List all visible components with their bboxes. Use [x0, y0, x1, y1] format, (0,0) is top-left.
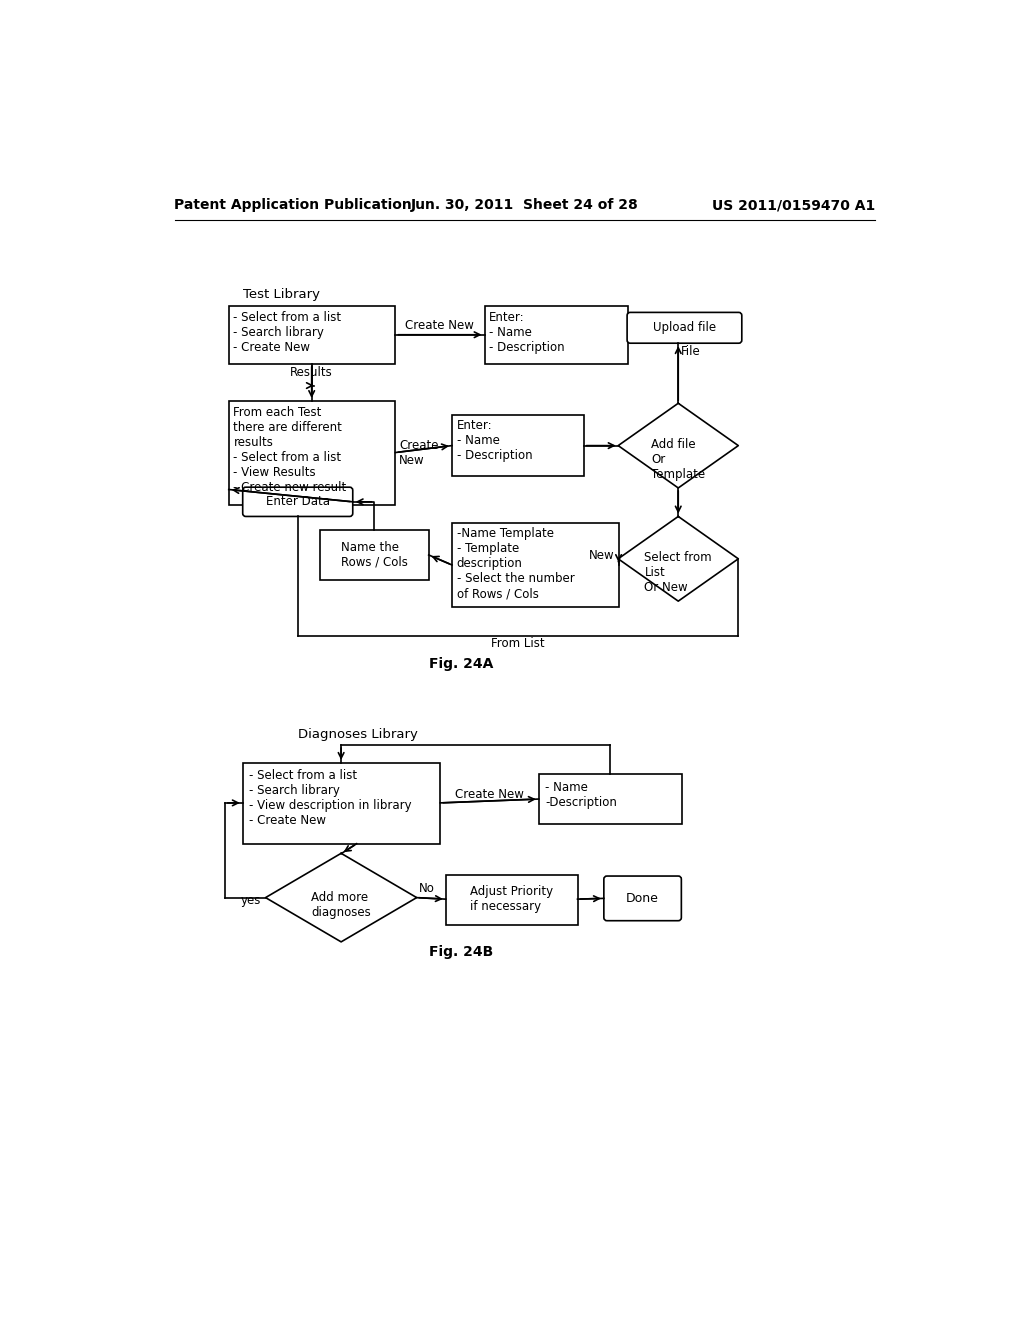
Text: From List: From List [492, 638, 545, 651]
Text: Fig. 24A: Fig. 24A [429, 657, 494, 672]
Text: Select from
List
Or New: Select from List Or New [644, 552, 712, 594]
Bar [539, 775, 682, 825]
Bar [243, 763, 440, 843]
Text: Enter:
- Name
- Description: Enter: - Name - Description [489, 312, 565, 354]
Text: - Select from a list
- Search library
- Create New: - Select from a list - Search library - … [233, 312, 342, 354]
Text: - Name
-Description: - Name -Description [545, 780, 616, 809]
FancyBboxPatch shape [243, 487, 352, 516]
Bar [452, 523, 618, 607]
Bar [228, 401, 395, 506]
Text: US 2011/0159470 A1: US 2011/0159470 A1 [712, 198, 876, 213]
Bar [228, 306, 395, 364]
Text: From each Test
there are different
results
- Select from a list
- View Results
-: From each Test there are different resul… [233, 405, 347, 494]
Text: Name the
Rows / Cols: Name the Rows / Cols [341, 541, 408, 569]
Text: Diagnoses Library: Diagnoses Library [299, 729, 419, 742]
Text: Test Library: Test Library [243, 288, 319, 301]
Bar [484, 306, 628, 364]
Text: Create New: Create New [455, 788, 523, 800]
Text: Adjust Priority
if necessary: Adjust Priority if necessary [470, 886, 553, 913]
Text: Results: Results [290, 367, 333, 379]
Bar [445, 874, 578, 924]
Text: Patent Application Publication: Patent Application Publication [174, 198, 413, 213]
Bar [321, 531, 429, 581]
Text: Create New: Create New [406, 319, 474, 333]
Text: Add file
Or
Template: Add file Or Template [651, 438, 706, 480]
FancyBboxPatch shape [627, 313, 741, 343]
Text: Done: Done [626, 892, 659, 906]
Text: No: No [419, 882, 434, 895]
Text: New: New [589, 549, 614, 562]
Text: Enter Data: Enter Data [265, 495, 330, 508]
Bar [452, 414, 584, 477]
Text: -Name Template
- Template
description
- Select the number
of Rows / Cols: -Name Template - Template description - … [457, 527, 574, 601]
Text: - Select from a list
- Search library
- View description in library
- Create New: - Select from a list - Search library - … [249, 770, 412, 828]
Text: Create
New: Create New [399, 438, 438, 467]
Text: Upload file: Upload file [653, 321, 716, 334]
Text: yes: yes [241, 894, 261, 907]
Text: File: File [681, 345, 701, 358]
FancyBboxPatch shape [604, 876, 681, 921]
Text: Enter:
- Name
- Description: Enter: - Name - Description [457, 420, 532, 462]
Text: Fig. 24B: Fig. 24B [429, 945, 494, 960]
Text: Add more
diagnoses: Add more diagnoses [311, 891, 371, 920]
Text: Jun. 30, 2011  Sheet 24 of 28: Jun. 30, 2011 Sheet 24 of 28 [411, 198, 639, 213]
